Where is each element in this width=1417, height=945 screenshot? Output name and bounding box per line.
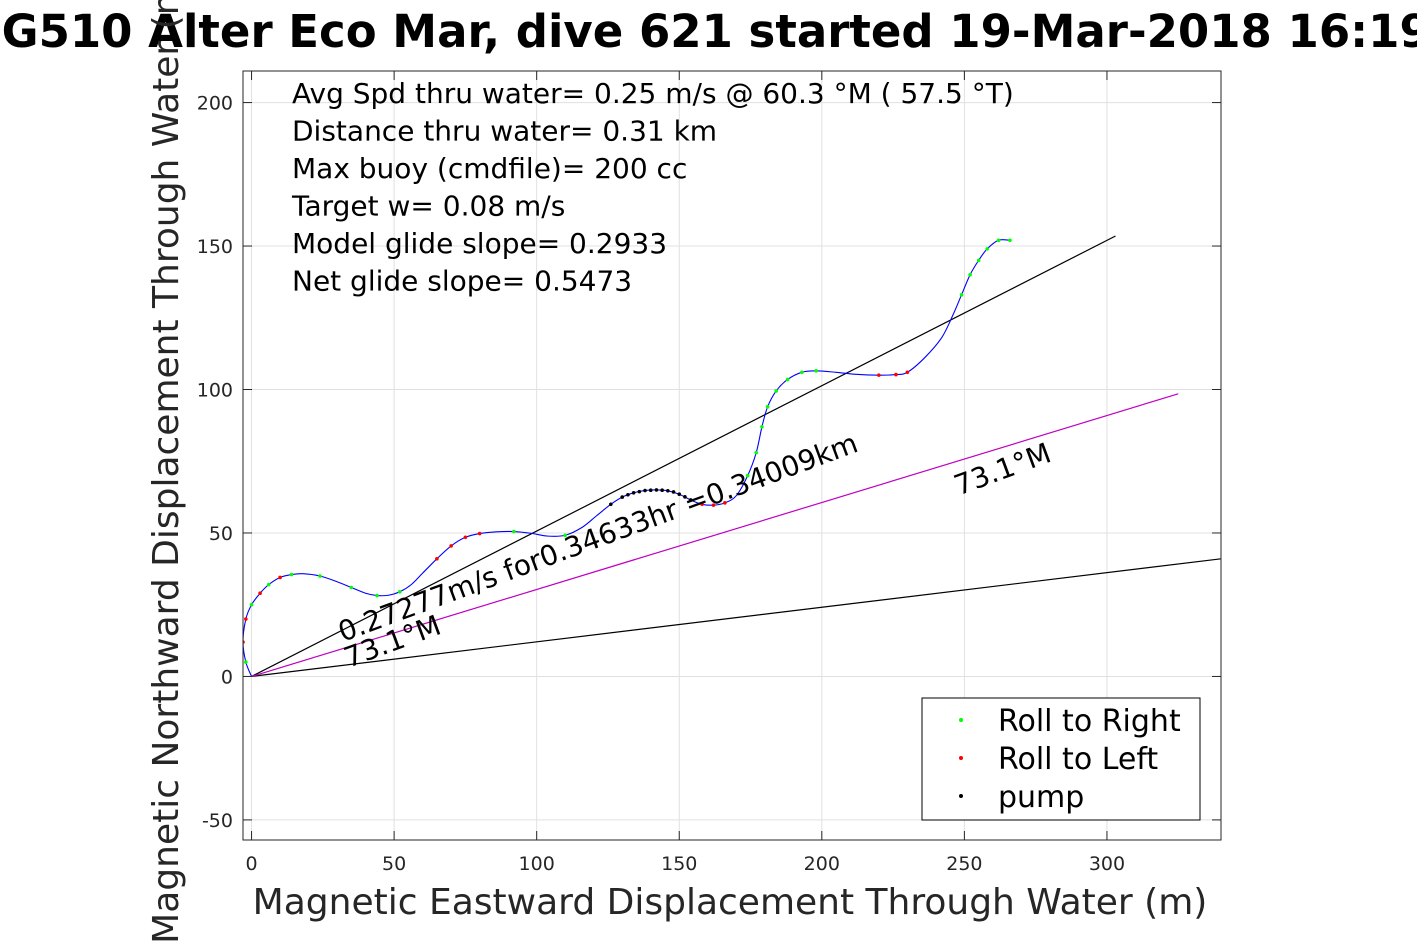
pump-point <box>666 488 670 493</box>
x-tick-label: 150 <box>661 853 697 875</box>
x-tick-label: 0 <box>246 853 258 875</box>
pump-point <box>660 488 664 493</box>
reference-line-2 <box>251 558 1221 678</box>
y-tick-label: 0 <box>221 666 233 688</box>
roll-to-right-point <box>959 293 964 297</box>
roll-to-left-point <box>258 591 262 596</box>
roll-to-right-point <box>800 370 804 375</box>
pump-point <box>688 498 693 502</box>
roll-to-right-point <box>398 589 402 594</box>
roll-to-right-point <box>318 574 322 578</box>
x-tick-label: 100 <box>519 853 555 875</box>
roll-to-left-point <box>877 373 881 377</box>
plot-frame <box>242 70 1222 841</box>
pump-point <box>620 495 625 499</box>
x-tick-label: 200 <box>804 853 840 875</box>
roll-to-right-point <box>968 272 972 277</box>
pump-point <box>654 488 659 492</box>
roll-to-right-point <box>765 404 770 409</box>
roll-to-right-point <box>785 377 790 382</box>
roll-to-left-point <box>905 370 910 375</box>
roll-to-right-point <box>760 425 764 429</box>
y-tick-label: 100 <box>197 380 233 402</box>
pump-point <box>609 502 613 507</box>
legend-label: Roll to Right <box>998 704 1181 739</box>
annotation-line: Net glide slope= 0.5473 <box>292 265 632 298</box>
pump-point <box>648 488 653 493</box>
roll-to-left-point <box>700 502 704 507</box>
roll-to-right-point <box>754 450 759 455</box>
roll-to-right-point <box>244 660 248 664</box>
y-axis-label: Magnetic Northward Displacement Through … <box>146 0 187 944</box>
pump-point <box>643 488 647 493</box>
annotation-line: Target w= 0.08 m/s <box>291 190 565 223</box>
x-tick-label: 300 <box>1089 853 1125 875</box>
chart-title: SG510 Alter Eco Mar, dive 621 started 19… <box>0 5 1417 58</box>
legend-marker <box>959 794 963 798</box>
y-tick-label: 150 <box>197 236 233 258</box>
roll-to-left-point <box>463 535 468 540</box>
y-tick-label: -50 <box>202 810 233 832</box>
roll-to-right-point <box>976 258 981 263</box>
roll-to-left-point <box>723 501 727 505</box>
y-tick-label: 200 <box>197 93 233 115</box>
roll-to-right-point <box>985 247 989 251</box>
pump-point <box>677 492 682 497</box>
roll-to-right-point <box>266 582 271 587</box>
annotation-line: Distance thru water= 0.31 km <box>292 115 717 148</box>
roll-to-right-point <box>774 389 778 393</box>
pump-point <box>683 495 687 499</box>
roll-to-right-point <box>996 238 1001 243</box>
roll-to-right-point <box>814 369 818 373</box>
roll-to-left-point <box>477 531 482 536</box>
pump-point <box>637 489 642 494</box>
roll-to-left-point <box>435 556 439 561</box>
grid <box>243 71 1221 840</box>
pump-point <box>626 493 630 497</box>
legend-marker <box>959 756 963 760</box>
roll-to-right-point <box>249 602 254 607</box>
roll-to-right-point <box>349 585 354 590</box>
roll-to-right-point <box>745 473 750 478</box>
x-axis-label: Magnetic Eastward Displacement Through W… <box>253 882 1208 923</box>
legend-marker <box>959 718 963 722</box>
pump-point <box>671 490 676 494</box>
legend-label: pump <box>998 780 1084 815</box>
roll-to-right-point <box>289 572 294 577</box>
roll-to-right-point <box>1008 238 1012 243</box>
roll-to-left-point <box>894 372 898 377</box>
x-tick-label: 250 <box>946 853 982 875</box>
reference-lines <box>251 235 1221 678</box>
pump-point <box>631 491 636 495</box>
y-tick-label: 50 <box>209 523 233 545</box>
roll-to-left-point <box>244 617 248 621</box>
roll-to-right-point <box>375 593 379 598</box>
roll-to-right-point <box>563 533 567 538</box>
annotations: Avg Spd thru water= 0.25 m/s @ 60.3 °M (… <box>291 77 1014 298</box>
legend-label: Roll to Left <box>998 742 1158 777</box>
reference-line-1 <box>251 235 1116 677</box>
annotation-line: Avg Spd thru water= 0.25 m/s @ 60.3 °M (… <box>292 77 1014 110</box>
x-tick-label: 50 <box>382 853 406 875</box>
annotation-line: Model glide slope= 0.2933 <box>292 227 667 260</box>
legend-box <box>921 697 1201 821</box>
track-points <box>243 238 1012 664</box>
axis-ticks: 0 50 100 150 200 250 300 -50 0 50 100 150 200 <box>197 71 1221 875</box>
roll-to-left-point <box>278 575 282 580</box>
roll-to-left-point <box>449 544 453 548</box>
annotation-line: Max buoy (cmdfile)= 200 cc <box>292 152 687 185</box>
roll-to-left-point <box>711 503 716 507</box>
roll-to-right-point <box>512 529 516 534</box>
reference-line-3 <box>251 393 1179 678</box>
